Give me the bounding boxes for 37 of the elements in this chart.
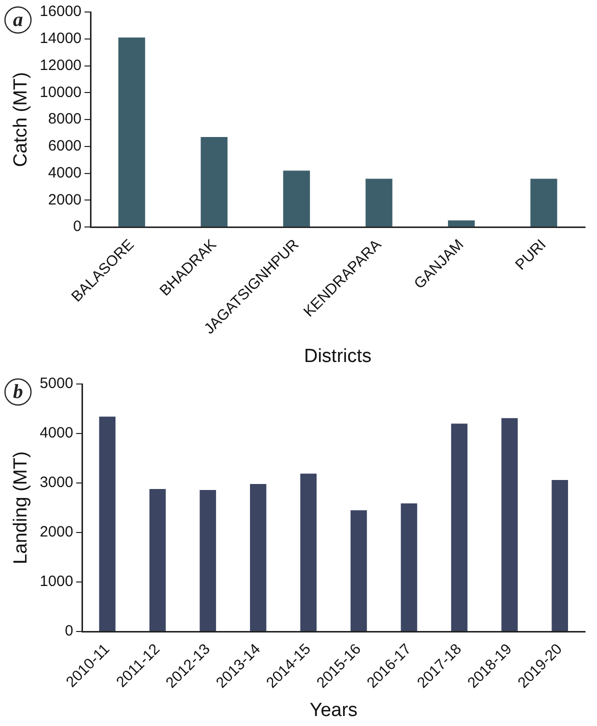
y-tick-label: 6000 [48, 138, 82, 155]
bar [530, 178, 558, 227]
y-tick-label: 3000 [40, 474, 74, 492]
y-tick-label: 2000 [48, 191, 82, 208]
y-tick-label: 4000 [40, 424, 74, 442]
y-tick-label: 10000 [40, 84, 82, 101]
bar [350, 510, 367, 632]
y-tick-label: 2000 [40, 524, 74, 541]
y-tick-label: 4000 [48, 164, 82, 182]
y-tick-label: 14000 [40, 30, 82, 48]
bar [300, 474, 317, 632]
bar [366, 178, 392, 227]
y-axis-title: Catch (MT) [10, 72, 32, 168]
text: b [13, 381, 23, 404]
bar [200, 490, 216, 632]
bar [552, 480, 568, 632]
bar [118, 38, 146, 227]
bar [451, 424, 468, 632]
bar [448, 220, 475, 227]
y-tick-label: 1000 [40, 573, 74, 590]
bar [283, 170, 310, 227]
y-tick-label: 8000 [48, 110, 82, 128]
bar [149, 488, 166, 632]
y-tick-label: 16000 [40, 3, 82, 20]
y-tick-label: 5000 [40, 375, 74, 392]
bar [200, 137, 228, 227]
y-tick-label: 12000 [40, 56, 82, 74]
bar [501, 418, 518, 632]
bar [250, 484, 266, 632]
x-axis-title: Years [310, 700, 358, 721]
bar [99, 416, 116, 632]
y-tick-label: 0 [64, 622, 74, 640]
text: a [13, 9, 23, 32]
y-tick-label: 0 [73, 218, 82, 236]
y-axis-title: Landing (MT) [10, 451, 32, 564]
x-axis-title: Districts [304, 346, 372, 367]
bar [400, 503, 418, 632]
